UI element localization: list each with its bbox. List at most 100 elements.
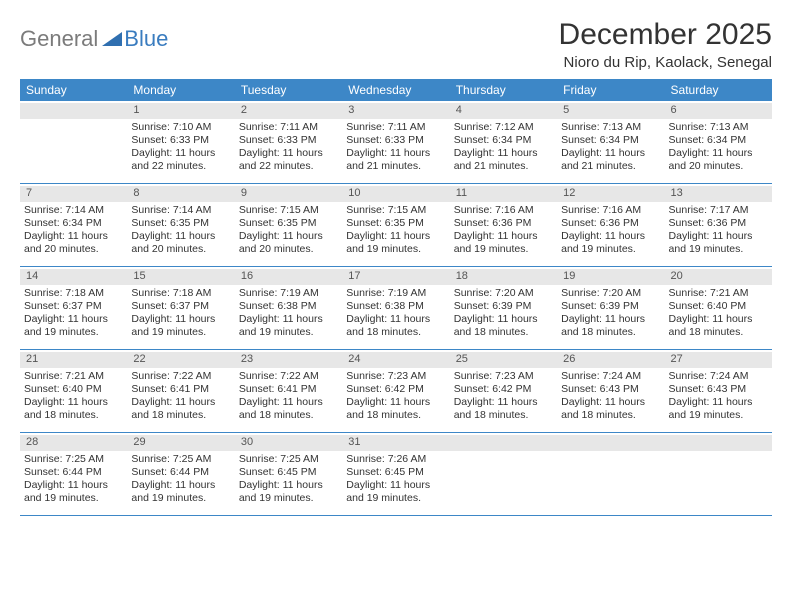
sunrise-text: Sunrise: 7:23 AM: [454, 370, 553, 383]
day-number: 21: [20, 352, 127, 368]
day-cell: 24Sunrise: 7:23 AMSunset: 6:42 PMDayligh…: [342, 350, 449, 432]
daylight-text: Daylight: 11 hours and 19 minutes.: [24, 479, 123, 505]
day-cell: 9Sunrise: 7:15 AMSunset: 6:35 PMDaylight…: [235, 184, 342, 266]
sunrise-text: Sunrise: 7:25 AM: [131, 453, 230, 466]
day-cell: 30Sunrise: 7:25 AMSunset: 6:45 PMDayligh…: [235, 433, 342, 515]
day-number: 12: [557, 186, 664, 202]
day-number: 22: [127, 352, 234, 368]
sunrise-text: Sunrise: 7:13 AM: [561, 121, 660, 134]
daylight-text: Daylight: 11 hours and 18 minutes.: [669, 313, 768, 339]
sunrise-text: Sunrise: 7:18 AM: [24, 287, 123, 300]
day-cell: 13Sunrise: 7:17 AMSunset: 6:36 PMDayligh…: [665, 184, 772, 266]
day-number: 13: [665, 186, 772, 202]
day-cell: 11Sunrise: 7:16 AMSunset: 6:36 PMDayligh…: [450, 184, 557, 266]
day-number: 29: [127, 435, 234, 451]
sunset-text: Sunset: 6:37 PM: [131, 300, 230, 313]
brand-word-2: Blue: [124, 26, 168, 52]
daylight-text: Daylight: 11 hours and 19 minutes.: [346, 230, 445, 256]
daylight-text: Daylight: 11 hours and 19 minutes.: [239, 313, 338, 339]
daylight-text: Daylight: 11 hours and 20 minutes.: [239, 230, 338, 256]
sunset-text: Sunset: 6:44 PM: [131, 466, 230, 479]
day-number: 25: [450, 352, 557, 368]
day-number: 20: [665, 269, 772, 285]
dow-cell: Wednesday: [342, 79, 449, 101]
sunrise-text: Sunrise: 7:16 AM: [561, 204, 660, 217]
daylight-text: Daylight: 11 hours and 19 minutes.: [131, 313, 230, 339]
dow-cell: Sunday: [20, 79, 127, 101]
sunrise-text: Sunrise: 7:12 AM: [454, 121, 553, 134]
day-number: 8: [127, 186, 234, 202]
day-cell: 2Sunrise: 7:11 AMSunset: 6:33 PMDaylight…: [235, 101, 342, 183]
sunset-text: Sunset: 6:45 PM: [346, 466, 445, 479]
day-number: 3: [342, 103, 449, 119]
sunset-text: Sunset: 6:41 PM: [239, 383, 338, 396]
sunset-text: Sunset: 6:40 PM: [669, 300, 768, 313]
week-row: 14Sunrise: 7:18 AMSunset: 6:37 PMDayligh…: [20, 267, 772, 350]
page-header: General Blue December 2025 Nioro du Rip,…: [20, 18, 772, 71]
sunset-text: Sunset: 6:42 PM: [454, 383, 553, 396]
day-number: 9: [235, 186, 342, 202]
sunset-text: Sunset: 6:34 PM: [669, 134, 768, 147]
sunrise-text: Sunrise: 7:19 AM: [346, 287, 445, 300]
day-cell: 16Sunrise: 7:19 AMSunset: 6:38 PMDayligh…: [235, 267, 342, 349]
daylight-text: Daylight: 11 hours and 18 minutes.: [346, 396, 445, 422]
day-cell: 25 Sunrise: 7:23 AMSunset: 6:42 PMDayligh…: [450, 350, 557, 432]
daylight-text: Daylight: 11 hours and 22 minutes.: [239, 147, 338, 173]
sunrise-text: Sunrise: 7:22 AM: [131, 370, 230, 383]
day-number: 17: [342, 269, 449, 285]
day-number: [665, 435, 772, 451]
daylight-text: Daylight: 11 hours and 19 minutes.: [239, 479, 338, 505]
daylight-text: Daylight: 11 hours and 18 minutes.: [24, 396, 123, 422]
location-subtitle: Nioro du Rip, Kaolack, Senegal: [559, 54, 772, 71]
sunset-text: Sunset: 6:35 PM: [131, 217, 230, 230]
dow-cell: Thursday: [450, 79, 557, 101]
day-number: 18: [450, 269, 557, 285]
day-cell: 31Sunrise: 7:26 AMSunset: 6:45 PMDayligh…: [342, 433, 449, 515]
daylight-text: Daylight: 11 hours and 18 minutes.: [454, 396, 553, 422]
daylight-text: Daylight: 11 hours and 21 minutes.: [561, 147, 660, 173]
day-number: 4: [450, 103, 557, 119]
sunrise-text: Sunrise: 7:20 AM: [454, 287, 553, 300]
daylight-text: Daylight: 11 hours and 19 minutes.: [131, 479, 230, 505]
sunset-text: Sunset: 6:36 PM: [561, 217, 660, 230]
sunrise-text: Sunrise: 7:19 AM: [239, 287, 338, 300]
sunset-text: Sunset: 6:33 PM: [239, 134, 338, 147]
daylight-text: Daylight: 11 hours and 21 minutes.: [454, 147, 553, 173]
day-cell: 14Sunrise: 7:18 AMSunset: 6:37 PMDayligh…: [20, 267, 127, 349]
sunrise-text: Sunrise: 7:22 AM: [239, 370, 338, 383]
day-cell: 17Sunrise: 7:19 AMSunset: 6:38 PMDayligh…: [342, 267, 449, 349]
title-block: December 2025 Nioro du Rip, Kaolack, Sen…: [559, 18, 772, 71]
calendar-page: General Blue December 2025 Nioro du Rip,…: [0, 0, 792, 526]
sunset-text: Sunset: 6:37 PM: [24, 300, 123, 313]
daylight-text: Daylight: 11 hours and 21 minutes.: [346, 147, 445, 173]
sunset-text: Sunset: 6:33 PM: [131, 134, 230, 147]
sunrise-text: Sunrise: 7:25 AM: [239, 453, 338, 466]
day-number: 26: [557, 352, 664, 368]
day-number: 23: [235, 352, 342, 368]
sunrise-text: Sunrise: 7:14 AM: [131, 204, 230, 217]
daylight-text: Daylight: 11 hours and 20 minutes.: [669, 147, 768, 173]
sunrise-text: Sunrise: 7:15 AM: [346, 204, 445, 217]
day-number: 2: [235, 103, 342, 119]
day-cell: 22Sunrise: 7:22 AMSunset: 6:41 PMDayligh…: [127, 350, 234, 432]
sunset-text: Sunset: 6:35 PM: [239, 217, 338, 230]
day-number: 27: [665, 352, 772, 368]
sunset-text: Sunset: 6:36 PM: [669, 217, 768, 230]
daylight-text: Daylight: 11 hours and 19 minutes.: [454, 230, 553, 256]
day-cell: 26Sunrise: 7:24 AMSunset: 6:43 PMDayligh…: [557, 350, 664, 432]
day-number: 11: [450, 186, 557, 202]
sunset-text: Sunset: 6:34 PM: [454, 134, 553, 147]
day-cell: 4 Sunrise: 7:12 AMSunset: 6:34 PMDaylight…: [450, 101, 557, 183]
day-number: 24: [342, 352, 449, 368]
sunrise-text: Sunrise: 7:17 AM: [669, 204, 768, 217]
dow-cell: Monday: [127, 79, 234, 101]
sunset-text: Sunset: 6:44 PM: [24, 466, 123, 479]
sunset-text: Sunset: 6:42 PM: [346, 383, 445, 396]
sunset-text: Sunset: 6:43 PM: [561, 383, 660, 396]
brand-word-1: General: [20, 26, 98, 52]
sunset-text: Sunset: 6:43 PM: [669, 383, 768, 396]
week-row: 1Sunrise: 7:10 AMSunset: 6:33 PMDaylight…: [20, 101, 772, 184]
sunset-text: Sunset: 6:41 PM: [131, 383, 230, 396]
sunset-text: Sunset: 6:34 PM: [561, 134, 660, 147]
sunset-text: Sunset: 6:39 PM: [561, 300, 660, 313]
